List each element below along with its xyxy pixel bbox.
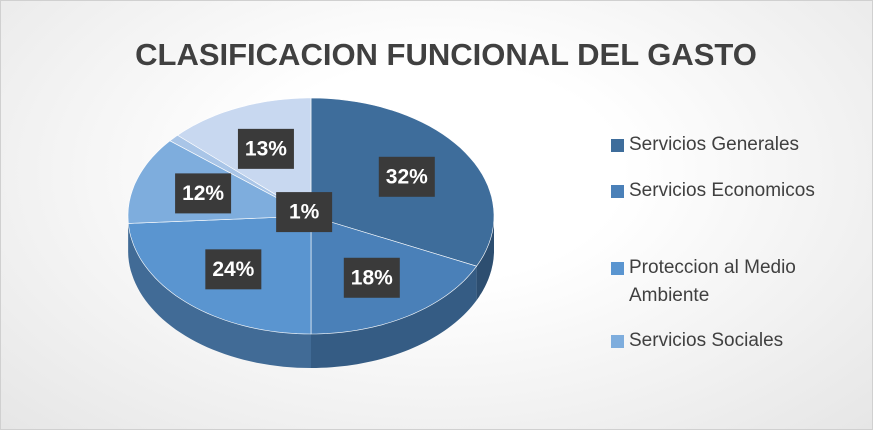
- data-label: 24%: [205, 249, 262, 290]
- chart-title: CLASIFICACION FUNCIONAL DEL GASTO: [135, 37, 757, 72]
- data-label: 12%: [175, 173, 232, 214]
- data-label-text: 18%: [351, 266, 393, 289]
- data-label-box: [378, 156, 435, 197]
- legend-label: Servicios Sociales: [629, 330, 784, 351]
- data-label-text: 24%: [212, 258, 254, 281]
- legend-swatch: [611, 185, 624, 198]
- legend-swatch: [611, 335, 624, 348]
- legend-label: Proteccion al Medio Ambiente: [629, 257, 796, 306]
- data-label-text: 13%: [245, 137, 287, 160]
- data-label: 1%: [276, 192, 333, 233]
- legend-label: Servicios Economicos: [629, 180, 815, 201]
- data-label-box: [205, 249, 262, 290]
- data-label-text: 1%: [289, 201, 320, 224]
- legend-swatch: [611, 139, 624, 152]
- data-label-text: 12%: [182, 182, 224, 205]
- data-label-text: 32%: [386, 165, 428, 188]
- legend-item: Servicios Economicos: [611, 177, 815, 205]
- data-label: 32%: [378, 156, 435, 197]
- data-label-box: [343, 257, 400, 298]
- data-label-box: [237, 128, 294, 169]
- legend-swatch: [611, 262, 624, 275]
- data-label: 13%: [237, 128, 294, 169]
- slice-side: [476, 216, 494, 301]
- data-label-box: [276, 192, 333, 233]
- slice-side: [128, 223, 311, 368]
- legend-item: Proteccion al Medio Ambiente: [611, 254, 861, 310]
- data-label: 18%: [343, 257, 400, 298]
- slice-side: [311, 266, 477, 368]
- legend-item: Servicios Generales: [611, 131, 799, 159]
- legend-item: Servicios Sociales: [611, 327, 783, 355]
- slice: [169, 134, 312, 217]
- legend-label: Servicios Generales: [629, 134, 800, 155]
- data-label-box: [175, 173, 232, 214]
